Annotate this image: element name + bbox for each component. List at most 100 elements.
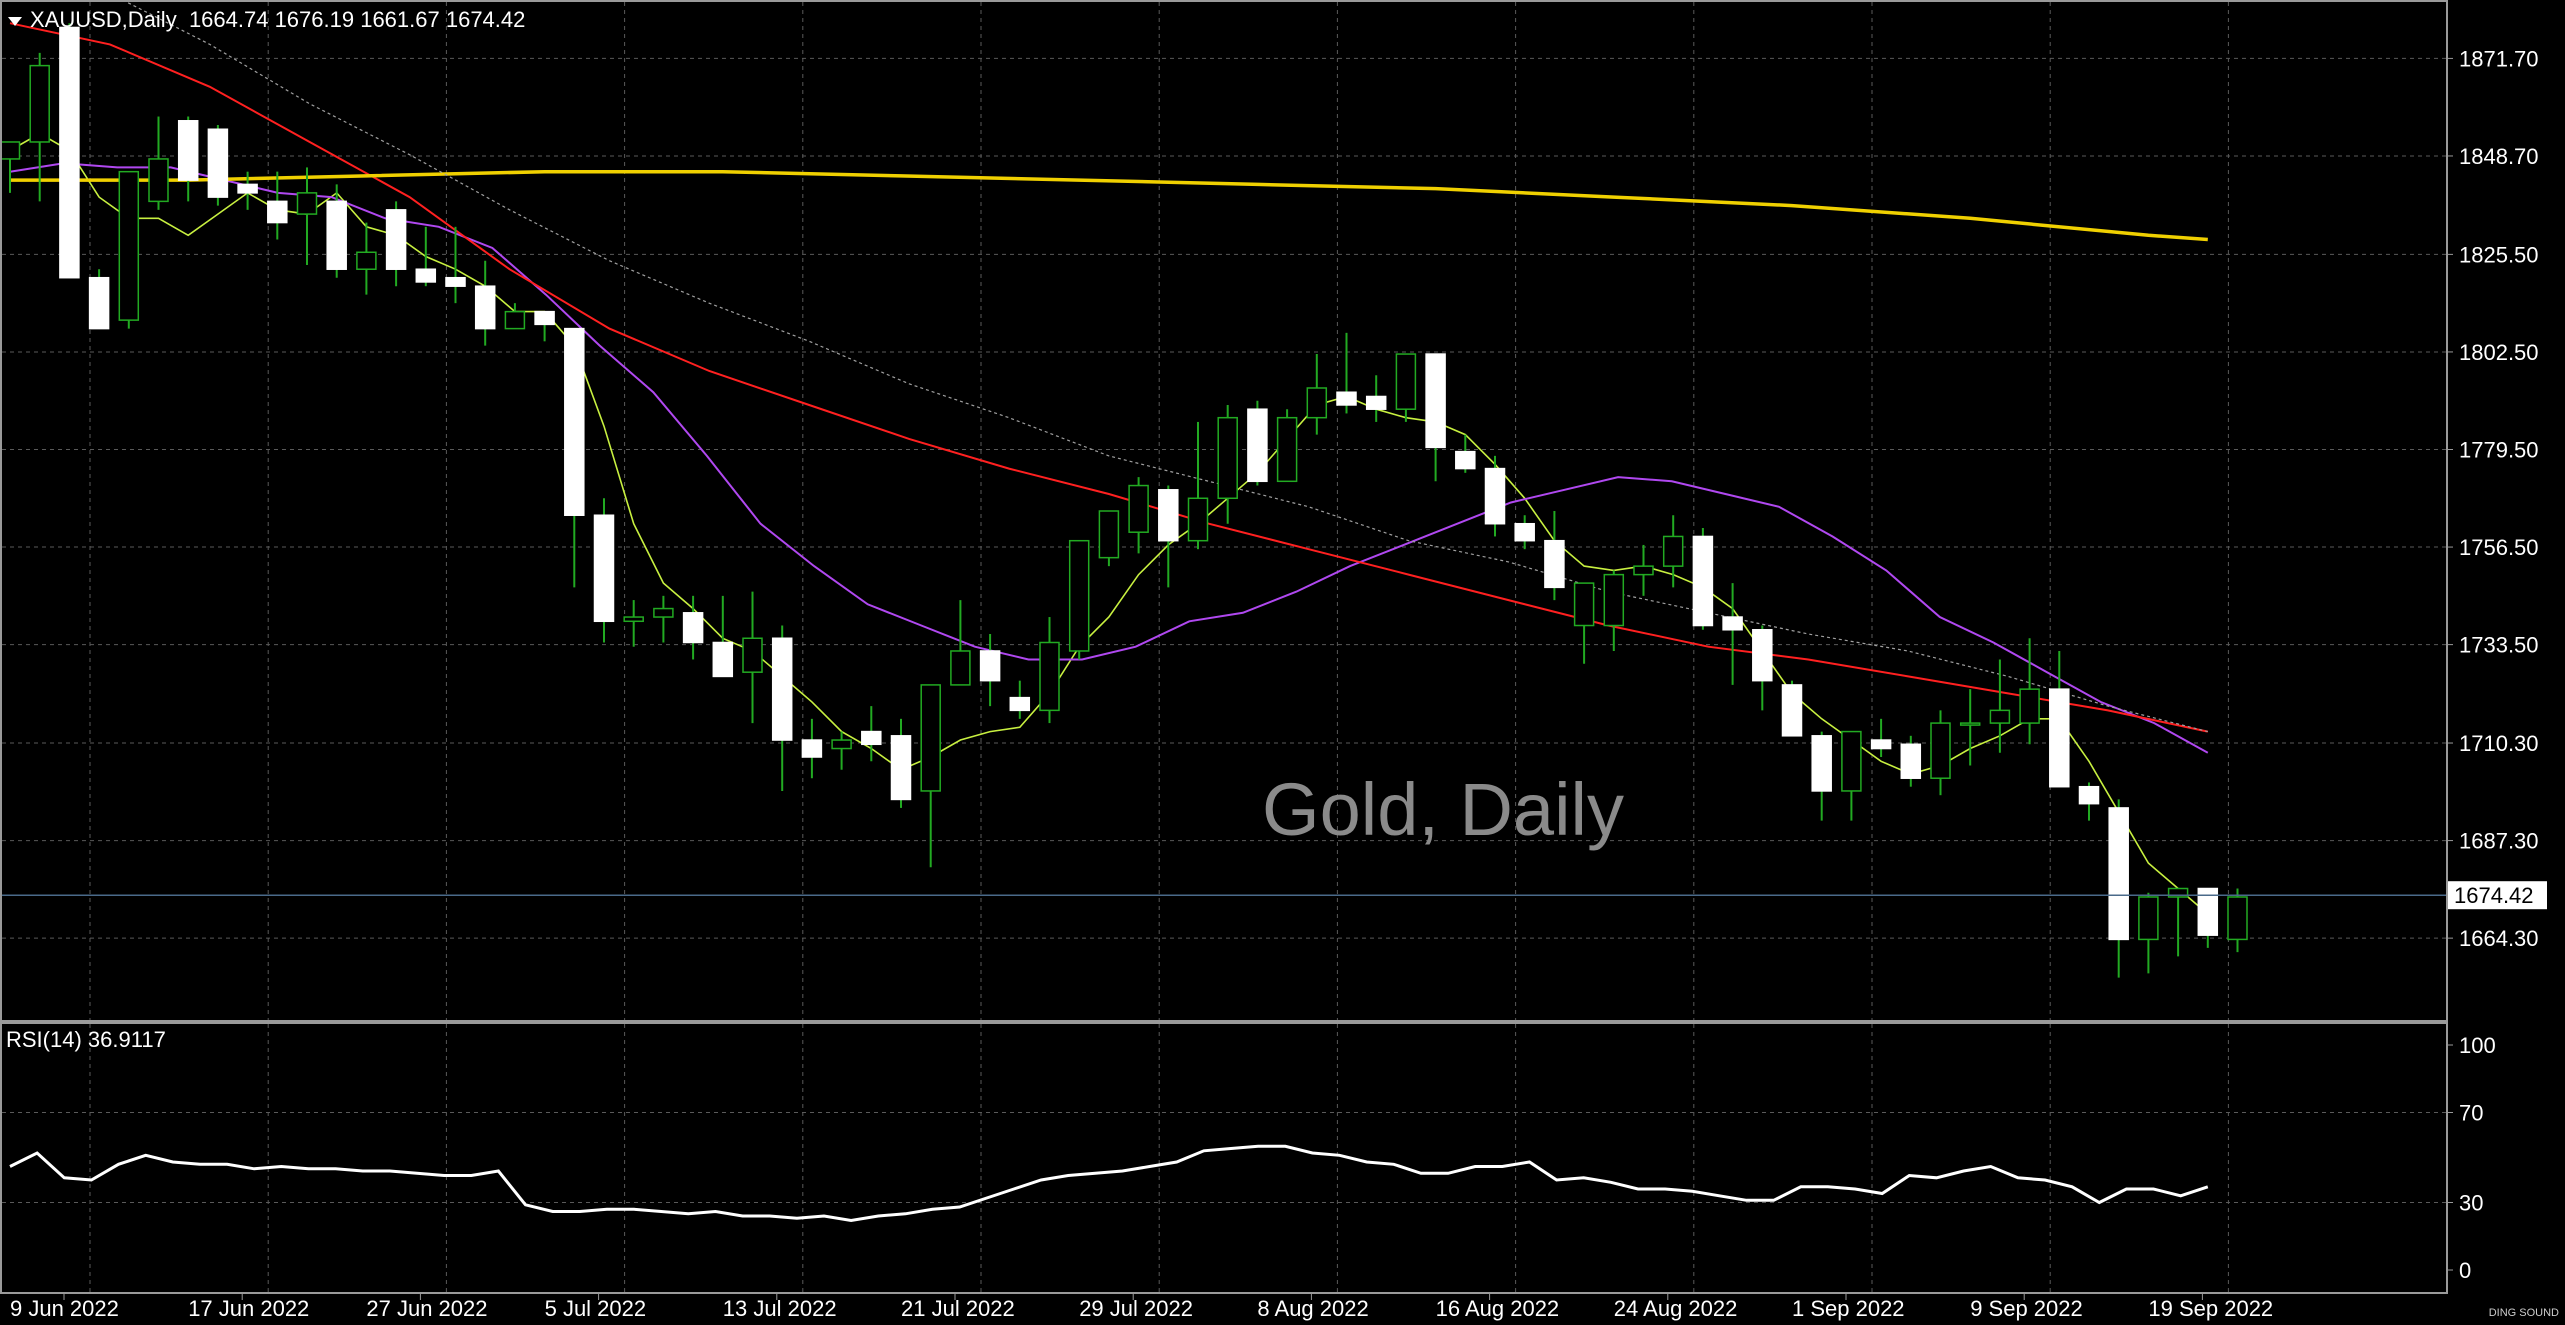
candle[interactable] <box>682 595 704 660</box>
candle[interactable] <box>1930 710 1951 796</box>
candle[interactable] <box>653 595 674 643</box>
candle[interactable] <box>1900 735 1922 787</box>
candle[interactable] <box>2049 650 2070 788</box>
candle-body <box>1811 735 1832 792</box>
candle[interactable] <box>1039 617 1060 724</box>
y-tick-label: 1756.50 <box>2459 535 2539 560</box>
candle[interactable] <box>504 303 526 330</box>
candle[interactable] <box>1336 332 1357 414</box>
candle-body <box>1870 739 1892 750</box>
candle[interactable] <box>385 201 407 287</box>
candle[interactable] <box>1722 583 1743 685</box>
candle[interactable] <box>2227 888 2248 953</box>
candle-body <box>1217 416 1238 500</box>
candle-body <box>415 268 437 283</box>
candle[interactable] <box>593 498 615 643</box>
candle[interactable] <box>1662 515 1684 588</box>
candle[interactable] <box>29 52 50 202</box>
candle-body <box>564 327 585 516</box>
candle[interactable] <box>564 327 585 588</box>
candle[interactable] <box>1187 421 1209 550</box>
candle[interactable] <box>1276 409 1298 483</box>
candle[interactable] <box>1752 625 1773 711</box>
candle[interactable] <box>1959 689 1981 766</box>
candle[interactable] <box>2138 892 2159 974</box>
candle[interactable] <box>950 600 971 686</box>
candle[interactable] <box>2167 887 2189 957</box>
candle[interactable] <box>2019 638 2040 745</box>
candle[interactable] <box>1425 353 1446 482</box>
candle[interactable] <box>534 310 555 342</box>
candle-body <box>801 739 823 758</box>
candle-body <box>1930 722 1951 779</box>
candle[interactable] <box>1247 400 1268 486</box>
candle[interactable] <box>1217 404 1238 524</box>
candle[interactable] <box>1811 731 1832 821</box>
candle[interactable] <box>1781 680 1803 737</box>
candle[interactable] <box>1989 659 2011 753</box>
candle[interactable] <box>59 23 80 279</box>
candle[interactable] <box>1158 485 1179 588</box>
candle[interactable] <box>1306 354 1328 435</box>
candle[interactable] <box>237 171 258 210</box>
candle[interactable] <box>1841 730 1862 821</box>
candle-body <box>385 209 407 270</box>
candle[interactable] <box>1068 539 1090 660</box>
candles[interactable] <box>0 23 2248 978</box>
candle[interactable] <box>356 222 377 295</box>
candle[interactable] <box>267 171 288 240</box>
candle[interactable] <box>623 600 644 647</box>
candle[interactable] <box>1128 477 1149 554</box>
candle[interactable] <box>2078 782 2100 821</box>
candle[interactable] <box>207 125 229 206</box>
candle[interactable] <box>326 184 347 278</box>
last-price-label: 1674.42 <box>2454 883 2534 908</box>
candle[interactable] <box>1484 455 1506 537</box>
x-tick-label: 17 Jun 2022 <box>188 1296 309 1321</box>
candle[interactable] <box>1573 582 1595 664</box>
candle[interactable] <box>1603 570 1625 651</box>
candle[interactable] <box>1098 510 1120 567</box>
candle[interactable] <box>2108 799 2129 978</box>
candle[interactable] <box>1514 515 1535 550</box>
candle-body <box>1959 722 1981 726</box>
candle[interactable] <box>118 170 140 329</box>
candle[interactable] <box>890 718 912 808</box>
candle[interactable] <box>1544 511 1565 601</box>
candle-body <box>2197 887 2219 936</box>
candle[interactable] <box>979 634 1001 707</box>
candle[interactable] <box>1395 353 1417 422</box>
symbol-header[interactable]: XAUUSD,Daily 1664.74 1676.19 1661.67 167… <box>8 7 525 33</box>
candle[interactable] <box>474 260 496 346</box>
candle[interactable] <box>712 595 734 678</box>
candle[interactable] <box>177 116 199 202</box>
candle[interactable] <box>445 226 466 304</box>
candle[interactable] <box>801 718 823 779</box>
candle[interactable] <box>415 226 437 287</box>
collapse-triangle-icon[interactable] <box>8 16 22 26</box>
candle-body <box>1068 539 1090 652</box>
candle[interactable] <box>88 269 110 330</box>
candle[interactable] <box>771 625 793 791</box>
candle[interactable] <box>1365 375 1387 422</box>
candle[interactable] <box>1455 434 1476 473</box>
candle-body <box>1514 522 1535 542</box>
candle-body <box>1781 684 1803 737</box>
moving-average-line <box>9 22 2209 733</box>
candle[interactable] <box>1692 527 1714 630</box>
candle[interactable] <box>1633 544 1654 596</box>
candle[interactable] <box>861 706 882 762</box>
candle[interactable] <box>296 167 318 265</box>
candle[interactable] <box>148 116 169 210</box>
candle[interactable] <box>831 731 852 770</box>
candle[interactable] <box>2197 887 2219 948</box>
candle-body <box>979 650 1001 682</box>
candle[interactable] <box>742 591 763 724</box>
candle-body <box>920 684 941 792</box>
candle-body <box>1306 387 1328 419</box>
candle[interactable] <box>1870 718 1892 758</box>
candle[interactable] <box>920 684 941 868</box>
candle[interactable] <box>1009 680 1031 719</box>
x-tick-label: 16 Aug 2022 <box>1436 1296 1560 1321</box>
candle-body <box>0 141 21 160</box>
